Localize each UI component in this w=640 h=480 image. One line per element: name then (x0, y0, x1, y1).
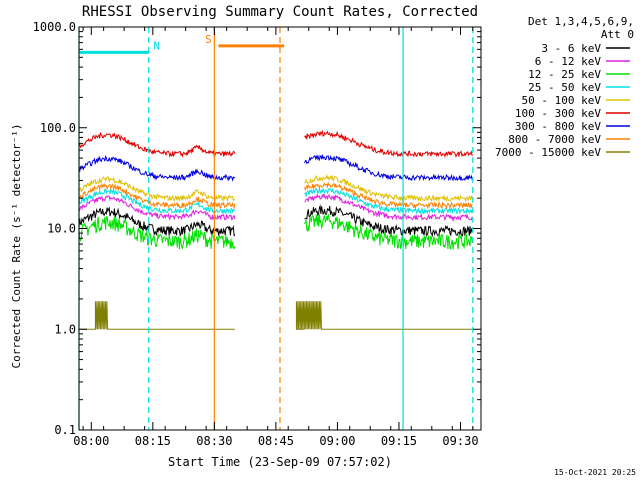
annotation-label: S (205, 33, 212, 46)
series-line (78, 175, 235, 203)
chart-title: RHESSI Observing Summary Count Rates, Co… (82, 4, 478, 20)
series-line (79, 301, 235, 330)
legend-label: 50 - 100 keV (522, 94, 602, 107)
series-3-6keV (78, 204, 473, 238)
series-800-7000keV (78, 181, 473, 210)
y-tick-label: 10.0 (47, 222, 76, 236)
x-tick-label: 09:30 (442, 434, 478, 448)
legend-label: 6 - 12 keV (535, 55, 602, 68)
legend-label: 300 - 800 keV (515, 120, 601, 133)
axes: 0.1 1.0 10.0 100.0 1000.0 08:00 08:15 08:30 08:4… (33, 20, 482, 448)
series-line (78, 215, 236, 250)
x-tick-label: 08:00 (73, 434, 109, 448)
legend-label: 12 - 25 keV (528, 68, 601, 81)
series-layer (78, 129, 473, 330)
series-line (304, 173, 473, 203)
x-tick-label: 08:30 (196, 434, 232, 448)
legend-label: 25 - 50 keV (528, 81, 601, 94)
series-line (78, 131, 236, 159)
x-tick-label: 08:45 (258, 434, 294, 448)
series-line (78, 188, 235, 216)
legend-header-line-2: Att 0 (601, 28, 634, 41)
series-line (304, 129, 473, 158)
series-line (304, 204, 473, 238)
series-line (304, 213, 473, 250)
annotation-label: N (153, 39, 160, 52)
series-line (295, 301, 473, 330)
series-300-800keV (78, 154, 473, 183)
legend-label: 800 - 7000 keV (508, 133, 601, 146)
legend-label: 7000 - 15000 keV (495, 146, 601, 159)
y-tick-label: 0.1 (54, 423, 76, 437)
series-line (78, 206, 236, 237)
series-25-50keV (78, 187, 473, 216)
y-tick-label: 1000.0 (33, 20, 76, 34)
x-axis-label: Start Time (23-Sep-09 07:57:02) (168, 455, 392, 469)
series-line (78, 155, 236, 183)
y-axis-label: Corrected Count Rate (s⁻¹ detector⁻¹) (10, 123, 23, 368)
x-tick-label: 08:15 (135, 434, 171, 448)
series-line (304, 181, 473, 210)
legend-label: 100 - 300 keV (515, 107, 601, 120)
series-50-100keV (78, 173, 473, 203)
legend-label: 3 - 6 keV (541, 42, 601, 55)
series-7000-15000keV (79, 301, 473, 330)
y-tick-label: 100.0 (40, 121, 76, 135)
x-tick-label: 09:00 (319, 434, 355, 448)
series-line (304, 192, 473, 222)
series-12-25keV (78, 213, 473, 250)
series-line (78, 182, 236, 210)
footer-date: 15-Oct-2021 20:25 (554, 468, 636, 477)
series-line (304, 154, 473, 182)
x-tick-label: 09:15 (381, 434, 417, 448)
series-line (78, 195, 236, 221)
series-6-12keV (78, 192, 473, 222)
y-tick-label: 1.0 (54, 322, 76, 336)
series-line (304, 187, 473, 215)
series-100-300keV (78, 129, 473, 159)
legend-header-line-1: Det 1,3,4,5,6,9, (528, 15, 634, 28)
